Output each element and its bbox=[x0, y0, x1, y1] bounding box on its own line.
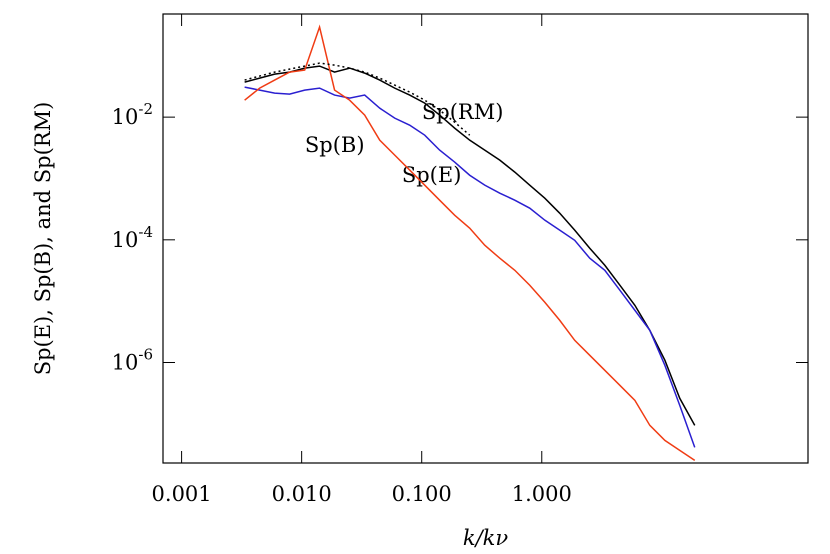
y-axis-title: Sp(E), Sp(B), and Sp(RM) bbox=[31, 102, 55, 376]
series-line bbox=[244, 24, 696, 461]
x-tick-label: 1.000 bbox=[512, 482, 572, 506]
series-label: Sp(E) bbox=[402, 163, 462, 187]
y-tick-base: 10 bbox=[112, 351, 139, 375]
y-tick-exponent: -2 bbox=[138, 100, 153, 118]
y-tick-label: 10-4 bbox=[112, 223, 153, 252]
y-tick-label: 10-2 bbox=[112, 100, 153, 129]
series-line bbox=[244, 62, 471, 136]
y-tick-exponent: -6 bbox=[138, 346, 153, 364]
x-tick-label: 0.100 bbox=[392, 482, 452, 506]
y-tick-base: 10 bbox=[112, 228, 139, 252]
y-tick-base: 10 bbox=[112, 105, 139, 129]
series-line bbox=[244, 86, 696, 448]
series-line bbox=[244, 65, 696, 426]
plot-frame bbox=[162, 13, 809, 464]
x-tick-label: 0.010 bbox=[272, 482, 332, 506]
x-axis-title: k/kν bbox=[463, 526, 509, 550]
y-tick-label: 10-6 bbox=[112, 346, 153, 375]
y-tick-exponent: -4 bbox=[138, 223, 153, 241]
series-label: Sp(B) bbox=[305, 133, 365, 157]
series-label: Sp(RM) bbox=[422, 100, 504, 124]
x-tick-label: 0.001 bbox=[152, 482, 212, 506]
